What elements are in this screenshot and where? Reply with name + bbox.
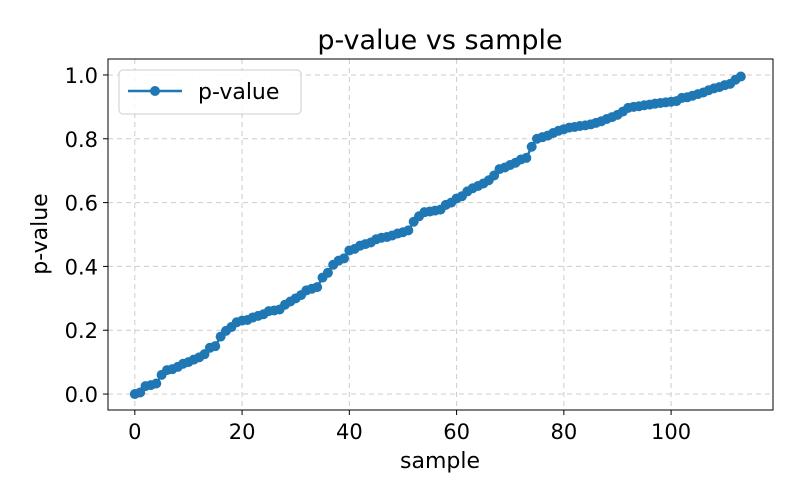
data-point (403, 225, 414, 236)
legend-box (118, 69, 302, 115)
y-tick-label: 0.8 (65, 128, 98, 152)
x-tick-label: 20 (229, 420, 256, 444)
legend: p-value (118, 69, 302, 115)
x-tick-label: 100 (651, 420, 691, 444)
y-tick-label: 0.6 (65, 192, 98, 216)
x-tick-label: 40 (336, 420, 363, 444)
y-tick-label: 1.0 (65, 64, 98, 88)
data-point (735, 71, 746, 82)
y-tick-label: 0.4 (65, 255, 98, 279)
y-ticks: 0.0 0.2 0.4 0.6 0.8 1.0 (65, 64, 108, 407)
x-tick-label: 0 (128, 420, 141, 444)
data-point (526, 141, 537, 152)
x-axis-label: sample (400, 449, 480, 474)
data-point (338, 253, 349, 264)
legend-label: p-value (198, 80, 279, 105)
y-tick-label: 0.2 (65, 319, 98, 343)
legend-marker (150, 86, 160, 96)
data-point (210, 341, 221, 352)
data-point (312, 282, 323, 293)
data-point (521, 152, 532, 163)
x-ticks: 0 20 40 60 80 100 (128, 410, 691, 444)
y-tick-label: 0.0 (65, 383, 98, 407)
series-line (134, 75, 742, 396)
data-point (151, 378, 162, 389)
series-p-value (129, 71, 746, 400)
y-axis-label: p-value (28, 193, 53, 274)
data-point (322, 267, 333, 278)
chart-title: p-value vs sample (317, 25, 562, 56)
x-tick-label: 80 (550, 420, 577, 444)
x-tick-label: 60 (443, 420, 470, 444)
plot-frame (107, 58, 774, 411)
